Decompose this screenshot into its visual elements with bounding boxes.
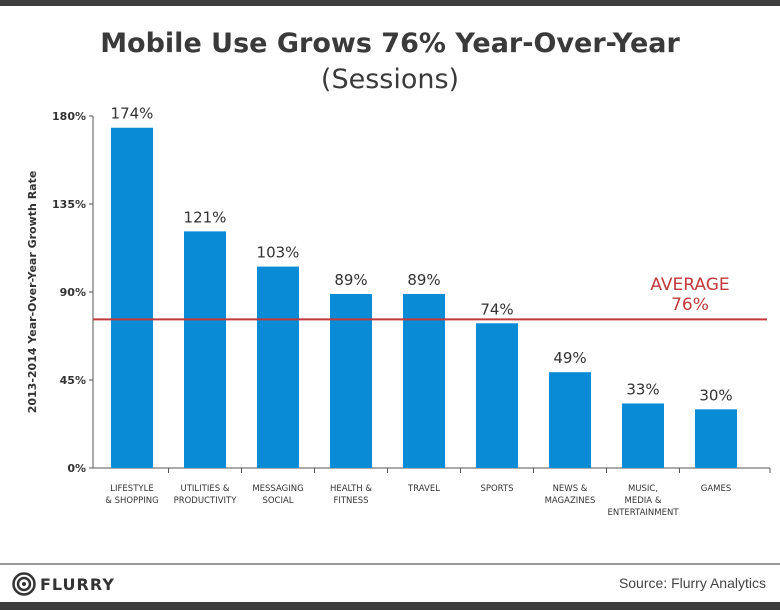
chart-title: Mobile Use Grows 76% Year-Over-Year — [100, 28, 680, 59]
bar — [403, 293, 445, 468]
x-tick-label: MUSIC, — [628, 484, 658, 494]
footer-divider — [0, 563, 780, 565]
data-label: 89% — [334, 271, 367, 289]
chart-subtitle: (Sessions) — [320, 64, 460, 95]
x-tick-label: LIFESTYLE — [110, 484, 153, 494]
flurry-logo-icon — [12, 572, 36, 596]
y-tick-label: 45% — [60, 374, 86, 387]
bar — [184, 231, 226, 468]
bar — [257, 266, 299, 468]
x-tick-label: SOCIAL — [262, 496, 293, 506]
data-label: 49% — [553, 349, 586, 367]
data-label: 103% — [257, 244, 300, 262]
x-tick-label: MEDIA & — [625, 496, 662, 506]
data-label: 89% — [407, 271, 440, 289]
x-tick-label: TRAVEL — [407, 484, 440, 494]
bar — [476, 323, 518, 468]
top-border — [0, 0, 780, 6]
x-tick-label: FITNESS — [333, 496, 368, 506]
logo-text: FLURRY — [40, 574, 115, 594]
y-tick-label: 0% — [67, 462, 86, 475]
data-label: 33% — [626, 380, 659, 398]
bar — [111, 127, 153, 468]
average-label: AVERAGE — [650, 275, 729, 295]
bar — [622, 403, 664, 468]
x-tick-label: & SHOPPING — [105, 496, 159, 506]
bar — [330, 293, 372, 468]
x-tick-label: MAGAZINES — [545, 496, 596, 506]
x-tick-label: HEALTH & — [330, 484, 372, 494]
bar — [549, 372, 591, 468]
y-tick-label: 180% — [52, 110, 86, 123]
bar — [695, 409, 737, 468]
x-tick-label: GAMES — [701, 484, 732, 494]
data-label: 174% — [111, 105, 154, 123]
y-tick-label: 135% — [52, 198, 86, 211]
average-value: 76% — [671, 295, 709, 315]
data-label: 74% — [480, 300, 513, 318]
bar-chart: 0% 45% 90% 135% 180% 2013-2014 Year-Over-Year… — [26, 105, 771, 518]
flurry-logo: FLURRY — [12, 572, 115, 596]
data-label: 121% — [184, 208, 227, 226]
x-tick-label: PRODUCTIVITY — [174, 496, 238, 506]
source-text: Source: Flurry Analytics — [618, 575, 766, 591]
data-label: 30% — [699, 386, 732, 404]
y-axis-label: 2013-2014 Year-Over-Year Growth Rate — [26, 171, 39, 414]
y-tick-label: 90% — [60, 286, 86, 299]
bottom-border — [0, 602, 780, 610]
x-tick-label: ENTERTAINMENT — [607, 508, 679, 518]
x-tick-label: NEWS & — [553, 484, 588, 494]
x-tick-label: UTILITIES & — [181, 484, 230, 494]
x-tick-label: MESSAGING — [252, 484, 303, 494]
x-tick-label: SPORTS — [480, 484, 513, 494]
